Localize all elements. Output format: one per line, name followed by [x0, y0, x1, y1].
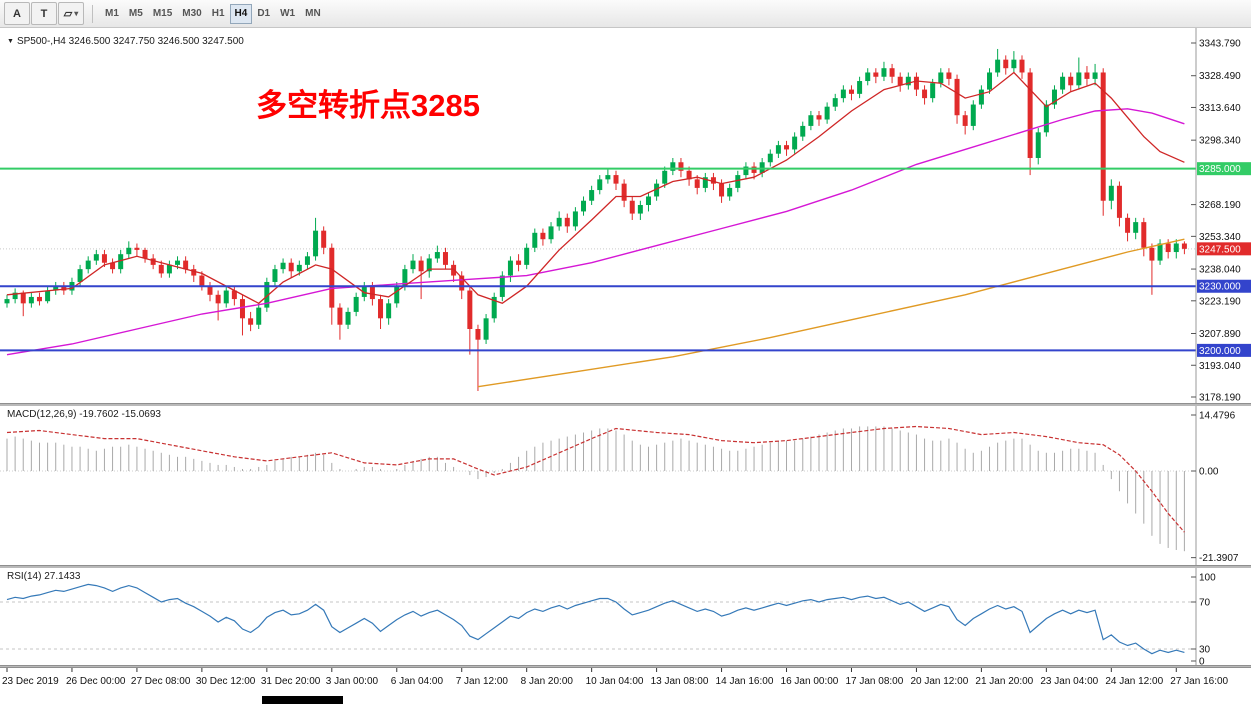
timeframe-m15[interactable]: M15 [152, 8, 173, 19]
timeframe-buttons-group: M1 M5 M15 M30 H1 H4 D1 W1 MN [100, 3, 326, 24]
svg-text:3268.190: 3268.190 [1199, 200, 1241, 211]
rsi-panel[interactable]: 100 70 300 [0, 568, 1251, 665]
svg-text:27 Dec 08:00: 27 Dec 08:00 [131, 676, 191, 687]
bottom-black-tab [262, 696, 343, 704]
svg-text:10 Jan 04:00: 10 Jan 04:00 [586, 676, 644, 687]
collapse-triangle-icon[interactable]: ▼ [7, 38, 14, 45]
macd-signal-value: -15.0693 [121, 409, 161, 420]
svg-text:31 Dec 20:00: 31 Dec 20:00 [261, 676, 321, 687]
svg-text:0.00: 0.00 [1199, 467, 1219, 478]
svg-text:13 Jan 08:00: 13 Jan 08:00 [651, 676, 709, 687]
svg-text:3178.190: 3178.190 [1199, 393, 1241, 404]
svg-text:6 Jan 04:00: 6 Jan 04:00 [391, 676, 444, 687]
timeframe-h1[interactable]: H1 [211, 8, 225, 19]
svg-text:3298.340: 3298.340 [1199, 136, 1241, 147]
dropdown-caret-icon: ▾ [74, 9, 79, 18]
svg-text:14 Jan 16:00: 14 Jan 16:00 [716, 676, 774, 687]
panel-separator [0, 665, 1251, 667]
macd-panel[interactable]: 14.4796 0.00 -21.3907 [0, 406, 1251, 565]
svg-text:3238.040: 3238.040 [1199, 265, 1241, 276]
symbol-info[interactable]: ▼ SP500-,H4 3246.500 3247.750 3246.500 32… [7, 36, 244, 47]
svg-text:3247.500: 3247.500 [1199, 244, 1241, 255]
svg-text:70: 70 [1199, 598, 1211, 609]
svg-text:7 Jan 12:00: 7 Jan 12:00 [456, 676, 509, 687]
price-chart[interactable]: 3343.790 3328.490 3313.640 3298.340 3268.190… [0, 28, 1251, 403]
panel-separator[interactable] [0, 403, 1251, 406]
svg-text:100: 100 [1199, 573, 1216, 584]
timeframe-mn[interactable]: MN [305, 8, 321, 19]
time-axis[interactable]: 23 Dec 2019 26 Dec 00:00 27 Dec 08:00 30 De… [0, 667, 1251, 695]
svg-text:3313.640: 3313.640 [1199, 103, 1241, 114]
svg-text:27 Jan 16:00: 27 Jan 16:00 [1170, 676, 1228, 687]
svg-text:3223.190: 3223.190 [1199, 296, 1241, 307]
timeframe-m30[interactable]: M30 [182, 8, 202, 19]
symbol-ohlc: 3246.500 3247.750 3246.500 3247.500 [68, 36, 244, 47]
price-axis-labels: 3343.790 3328.490 3313.640 3298.340 3268.190… [1191, 39, 1241, 404]
text-tool-button[interactable]: T [31, 2, 57, 25]
macd-indicator-label: MACD(12,26,9) -19.7602 -15.0693 [7, 409, 161, 420]
svg-text:3193.040: 3193.040 [1199, 361, 1241, 372]
symbol-name: SP500-,H4 [16, 36, 66, 47]
svg-text:3207.890: 3207.890 [1199, 329, 1241, 340]
shapes-tool-button[interactable]: ▱ ▾ [58, 2, 84, 25]
svg-text:20 Jan 12:00: 20 Jan 12:00 [910, 676, 968, 687]
panel-separator[interactable] [0, 565, 1251, 568]
toolbar-separator [92, 4, 93, 23]
timeframe-w1[interactable]: W1 [280, 8, 296, 19]
svg-text:14.4796: 14.4796 [1199, 411, 1236, 422]
horizontal-lines [0, 167, 1196, 352]
rsi-name: RSI(14) [7, 571, 42, 582]
svg-text:30: 30 [1199, 645, 1211, 656]
svg-text:-21.3907: -21.3907 [1199, 553, 1239, 564]
svg-text:3253.340: 3253.340 [1199, 232, 1241, 243]
svg-text:3285.000: 3285.000 [1199, 164, 1241, 175]
rsi-indicator-label: RSI(14) 27.1433 [7, 571, 80, 582]
svg-text:8 Jan 20:00: 8 Jan 20:00 [521, 676, 574, 687]
candles [4, 48, 1187, 391]
svg-text:24 Jan 12:00: 24 Jan 12:00 [1105, 676, 1163, 687]
timeframe-m5[interactable]: M5 [128, 8, 143, 19]
toolbar: A T ▱ ▾ M1 M5 M15 M30 H1 H4 D1 W1 MN [0, 0, 1251, 28]
svg-text:23 Dec 2019: 23 Dec 2019 [2, 676, 59, 687]
timeframe-h4[interactable]: H4 [229, 3, 253, 24]
svg-text:3200.000: 3200.000 [1199, 346, 1241, 357]
macd-main-value: -19.7602 [79, 409, 119, 420]
svg-text:26 Dec 00:00: 26 Dec 00:00 [66, 676, 126, 687]
rsi-value: 27.1433 [44, 571, 81, 582]
svg-text:16 Jan 00:00: 16 Jan 00:00 [781, 676, 839, 687]
chart-annotation[interactable]: 多空转折点3285 [256, 88, 480, 123]
svg-text:23 Jan 04:00: 23 Jan 04:00 [1040, 676, 1098, 687]
moving-averages [6, 71, 1185, 388]
timeframe-m1[interactable]: M1 [105, 8, 119, 19]
svg-text:3328.490: 3328.490 [1199, 71, 1241, 82]
svg-text:0: 0 [1199, 657, 1205, 666]
svg-text:3343.790: 3343.790 [1199, 39, 1241, 50]
macd-name: MACD(12,26,9) [7, 409, 77, 420]
svg-text:3230.000: 3230.000 [1199, 282, 1241, 293]
macd-histogram [6, 426, 1185, 552]
svg-text:3 Jan 00:00: 3 Jan 00:00 [326, 676, 379, 687]
svg-text:21 Jan 20:00: 21 Jan 20:00 [975, 676, 1033, 687]
cursor-tools-group: A T ▱ ▾ [4, 2, 85, 25]
timeframe-d1[interactable]: D1 [257, 8, 271, 19]
svg-text:30 Dec 12:00: 30 Dec 12:00 [196, 676, 256, 687]
cursor-tool-button[interactable]: A [4, 2, 30, 25]
svg-text:17 Jan 08:00: 17 Jan 08:00 [845, 676, 903, 687]
